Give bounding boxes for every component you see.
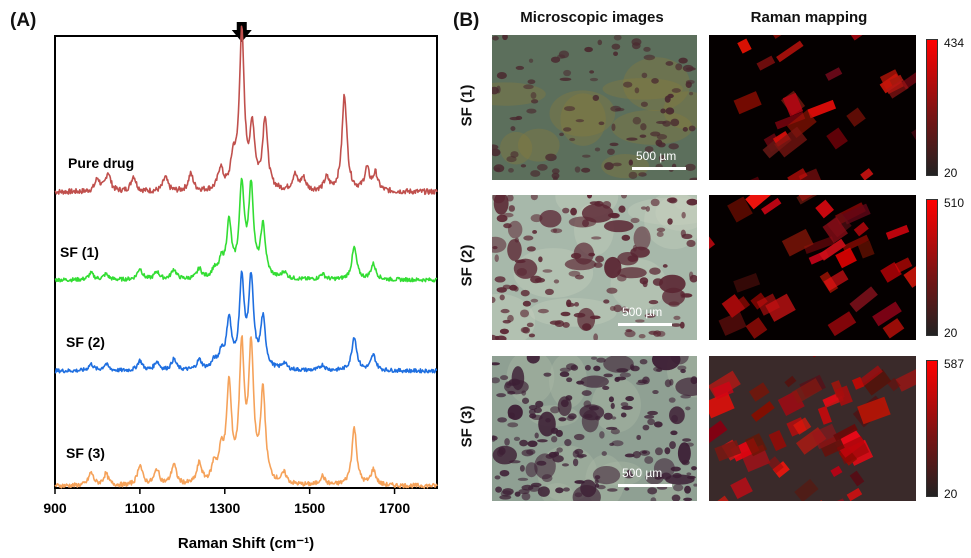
spectrum-line — [54, 25, 438, 196]
panel-b-label: (B) — [453, 10, 480, 31]
series-label: Pure drug — [68, 155, 134, 171]
spectrum-line — [54, 335, 438, 489]
colorbar-min-label: 20 — [944, 326, 958, 340]
raman-map — [709, 356, 916, 501]
x-axis-label: Raman Shift (cm⁻¹) — [178, 535, 314, 552]
colorbar — [926, 39, 938, 176]
x-tick-label: 1500 — [294, 500, 325, 516]
x-tick-label: 900 — [43, 500, 67, 516]
colorbar — [926, 199, 938, 336]
colorbar-max-label: 510 — [944, 196, 965, 210]
scale-bar-label: 500 µm — [622, 305, 663, 319]
scale-bar — [618, 323, 672, 326]
plot-frame — [54, 35, 438, 489]
scale-bar — [618, 484, 672, 487]
series-label: SF (3) — [66, 445, 105, 461]
colorbar-max-label: 434 — [944, 36, 965, 50]
series-label: SF (1) — [60, 244, 99, 260]
scale-bar-label: 500 µm — [622, 466, 663, 480]
colorbar-min-label: 20 — [944, 166, 958, 180]
spectrum-line — [54, 177, 438, 283]
raman-spectra-chart: 900 1100 1300 1500 1700 Raman Shift (cm⁻¹) Pur… — [43, 22, 438, 552]
microscopic-image — [492, 356, 697, 501]
raman-mapping-header: Raman mapping — [750, 9, 868, 26]
x-tick-label: 1700 — [379, 500, 410, 516]
scale-bar — [632, 167, 686, 170]
colorbar-max-label: 587 — [944, 357, 965, 371]
series-label: SF (2) — [66, 334, 105, 350]
raman-map — [709, 195, 916, 340]
colorbar — [926, 360, 938, 497]
scale-bar-label: 500 µm — [636, 149, 677, 163]
row-label: SF (2) — [458, 244, 476, 287]
raman-map — [709, 35, 916, 180]
microscopic-image — [492, 195, 697, 340]
spectrum-line — [54, 270, 438, 374]
colorbar-min-label: 20 — [944, 487, 958, 501]
x-tick-label: 1100 — [125, 500, 156, 516]
microscopic-images-header: Microscopic images — [520, 9, 664, 26]
microscopic-image — [492, 35, 697, 180]
row-label: SF (1) — [458, 84, 476, 127]
panel-a-label: (A) — [10, 10, 37, 31]
row-label: SF (3) — [458, 405, 476, 448]
x-tick-label: 1300 — [209, 500, 240, 516]
